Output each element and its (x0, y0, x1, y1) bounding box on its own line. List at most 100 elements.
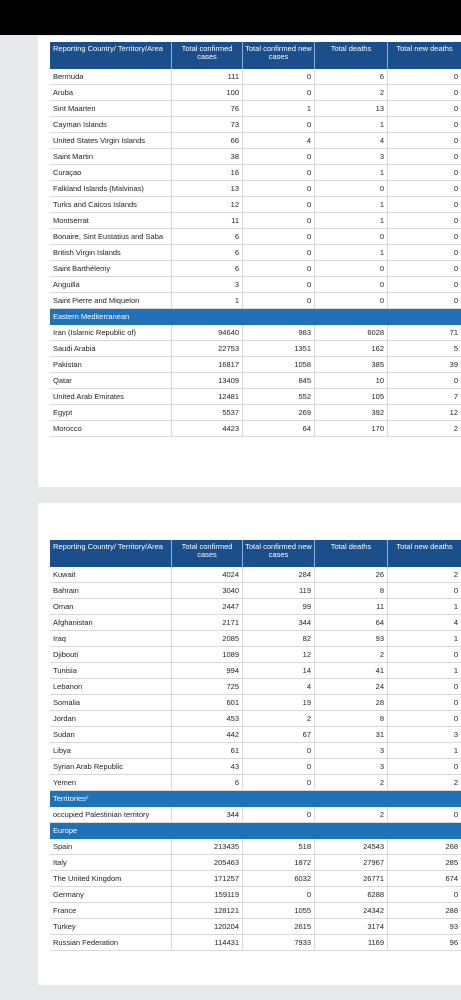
country-cell: Italy (50, 855, 172, 870)
number-cell: 0 (453, 120, 458, 129)
number-cell: 5537 (172, 405, 243, 420)
section-row: Territoriesⁱⁱ (50, 791, 461, 807)
country-cell: Bonaire, Sint Eustatius and Saba (50, 229, 172, 244)
number-cell: 82 (243, 631, 315, 646)
country-cell: British Virgin Islands (50, 245, 172, 260)
number-cell: 0 (453, 264, 458, 273)
number-cell: 1 (315, 197, 388, 212)
number-cell: 0 (453, 714, 458, 723)
country-cell: Bahrain (50, 583, 172, 598)
number-cell: 6288 (315, 887, 388, 902)
number-cell: 41 (315, 663, 388, 678)
number-cell: 0 (243, 181, 315, 196)
header-cell: Total deaths (315, 540, 388, 567)
number-cell: 26771 (315, 871, 388, 886)
top-bar (0, 0, 461, 35)
number-cell: 13 (315, 101, 388, 116)
table-row: Sudan 442 67 31 3 (50, 727, 461, 743)
number-cell: 2 (315, 775, 388, 790)
number-cell: 4 (243, 679, 315, 694)
number-cell: 0 (453, 650, 458, 659)
number-cell: 442 (172, 727, 243, 742)
number-cell: 0 (453, 104, 458, 113)
number-cell: 0 (243, 261, 315, 276)
number-cell: 0 (243, 887, 315, 902)
country-cell: Tunisia (50, 663, 172, 678)
number-cell: 601 (172, 695, 243, 710)
page: Reporting Country/ Territory/Area Total c… (38, 36, 461, 487)
country-cell: Sint Maarten (50, 101, 172, 116)
table-row: Italy 205463 1872 27967 285 (50, 855, 461, 871)
number-cell: 4024 (172, 567, 243, 582)
number-cell: 0 (453, 698, 458, 707)
number-cell: 5 (453, 344, 458, 353)
number-cell: 0 (453, 72, 458, 81)
number-cell: 114431 (172, 935, 243, 950)
country-cell: France (50, 903, 172, 918)
number-cell: 2 (315, 647, 388, 662)
number-cell: 0 (243, 85, 315, 100)
number-cell: 100 (172, 85, 243, 100)
table-row: The United Kingdom 171257 6032 26771 674 (50, 871, 461, 887)
number-cell: 4 (243, 133, 315, 148)
number-cell: 11 (315, 599, 388, 614)
number-cell: 0 (243, 245, 315, 260)
number-cell: 2447 (172, 599, 243, 614)
number-cell: 268 (445, 842, 458, 851)
number-cell: 4 (453, 618, 458, 627)
header-cell: Total confirmed new cases (243, 42, 315, 69)
number-cell: 4423 (172, 421, 243, 436)
country-cell: United States Virgin Islands (50, 133, 172, 148)
number-cell: 0 (243, 165, 315, 180)
table-row: Bermuda 111 0 6 0 (50, 69, 461, 85)
number-cell: 6 (315, 69, 388, 84)
number-cell: 27967 (315, 855, 388, 870)
number-cell: 2 (453, 778, 458, 787)
number-cell: 0 (453, 762, 458, 771)
table-row: Jordan 453 2 8 0 (50, 711, 461, 727)
number-cell: 96 (449, 938, 458, 947)
number-cell: 0 (243, 213, 315, 228)
number-cell: 2 (453, 424, 458, 433)
number-cell: 0 (453, 376, 458, 385)
table-row: Saudi Arabia 22753 1351 162 5 (50, 341, 461, 357)
country-cell: Somalia (50, 695, 172, 710)
country-cell: Turks and Caicos Islands (50, 197, 172, 212)
country-cell: Curaçao (50, 165, 172, 180)
number-cell: 0 (315, 261, 388, 276)
table-header: Reporting Country/ Territory/Area Total c… (50, 42, 461, 69)
table-row: Germany 159119 0 6288 0 (50, 887, 461, 903)
country-cell: Qatar (50, 373, 172, 388)
table-row: Montserrat 11 0 1 0 (50, 213, 461, 229)
number-cell: 31 (315, 727, 388, 742)
number-cell: 8 (315, 583, 388, 598)
table-row: United States Virgin Islands 66 4 4 0 (50, 133, 461, 149)
number-cell: 93 (449, 922, 458, 931)
number-cell: 0 (315, 181, 388, 196)
number-cell: 24 (315, 679, 388, 694)
table-row: Tunisia 994 14 41 1 (50, 663, 461, 679)
number-cell: 13409 (172, 373, 243, 388)
country-cell: The United Kingdom (50, 871, 172, 886)
number-cell: 1058 (243, 357, 315, 372)
country-cell: Libya (50, 743, 172, 758)
country-cell: Germany (50, 887, 172, 902)
number-cell: 0 (453, 88, 458, 97)
number-cell: 6028 (315, 325, 388, 340)
header-cell: Total confirmed cases (172, 42, 243, 69)
section-row: Eastern Mediterranean (50, 309, 461, 325)
number-cell: 1 (453, 746, 458, 755)
number-cell: 0 (453, 216, 458, 225)
number-cell: 105 (315, 389, 388, 404)
country-cell: Turkey (50, 919, 172, 934)
number-cell: 12 (243, 647, 315, 662)
table-row: Oman 2447 99 11 1 (50, 599, 461, 615)
header-cell: Total confirmed new cases (243, 540, 315, 567)
number-cell: 6 (172, 261, 243, 276)
number-cell: 6032 (243, 871, 315, 886)
number-cell: 64 (243, 421, 315, 436)
number-cell: 1 (453, 666, 458, 675)
number-cell: 0 (315, 277, 388, 292)
number-cell: 3 (315, 743, 388, 758)
country-cell: Syrian Arab Republic (50, 759, 172, 774)
